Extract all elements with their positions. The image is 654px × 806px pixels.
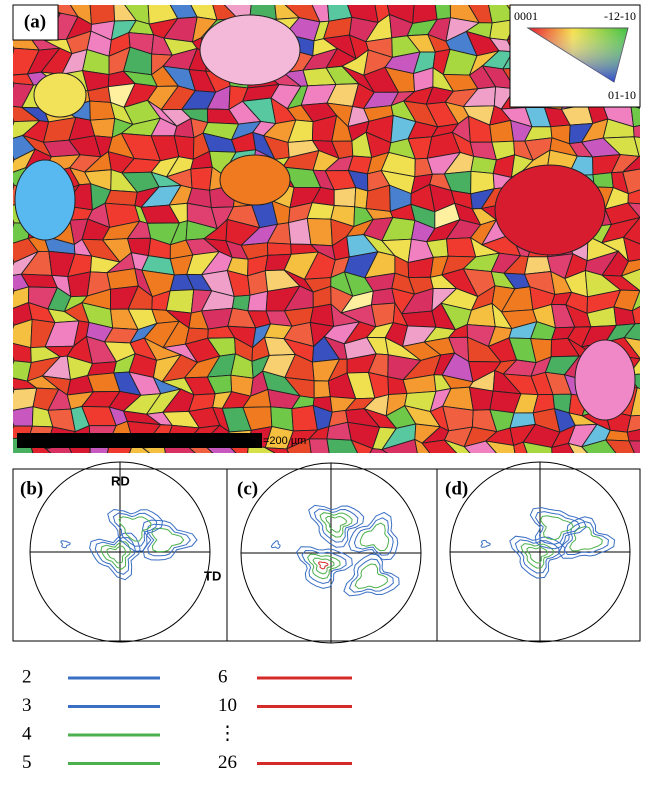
grain [575, 340, 635, 420]
panel-label: (b) [20, 478, 43, 499]
legend-label: 26 [218, 752, 237, 773]
grain [191, 167, 212, 190]
grain [469, 387, 493, 410]
grain [371, 288, 395, 305]
legend-label: 4 [22, 723, 32, 744]
grain [641, 306, 654, 322]
grain [641, 238, 654, 257]
panel-label: (d) [445, 478, 468, 499]
grain [495, 165, 605, 255]
grain [90, 118, 115, 137]
grain [8, 319, 32, 347]
grain [267, 243, 291, 256]
grain [8, 407, 33, 427]
grain [641, 288, 654, 309]
grain [402, 311, 436, 327]
contour-legend: 2 3 4 5 6 10 ⋮ 26 [22, 666, 352, 773]
grain [641, 254, 654, 271]
ipf-label: -12-10 [604, 9, 636, 23]
grain [143, 447, 168, 463]
grain [647, 341, 654, 357]
legend-label: 10 [218, 695, 237, 716]
grain [314, 381, 330, 398]
grain [355, 188, 368, 209]
grain [631, 105, 654, 126]
grain [632, 306, 654, 324]
grain [15, 160, 75, 240]
grain [627, 414, 654, 432]
grain [646, 425, 654, 443]
grain [90, 2, 115, 24]
grain [307, 218, 332, 245]
grain [646, 441, 654, 458]
grain [200, 15, 300, 85]
grain [644, 30, 654, 56]
grain [220, 155, 290, 205]
axis-label: TD [204, 568, 221, 583]
grain [641, 223, 654, 244]
grain [651, 118, 654, 138]
legend-label: 2 [22, 666, 32, 687]
grain [334, 188, 356, 207]
grain [641, 269, 654, 289]
grain [644, 73, 654, 90]
page: (a) 0001 -12-10 01-10 =200 µm (b) (c) (d… [0, 0, 654, 806]
grain [166, 290, 193, 313]
grain [648, 458, 654, 478]
ipf-label: 0001 [514, 9, 538, 23]
scale-label: =200 µm [263, 435, 306, 447]
legend-label: 5 [22, 752, 32, 773]
grain [641, 2, 654, 22]
legend-label: 3 [22, 695, 32, 716]
axis-label: RD [111, 473, 130, 488]
grain [647, 183, 654, 204]
grain [68, 272, 91, 297]
grain [606, 430, 629, 441]
legend-label: ⋮ [218, 723, 237, 744]
legend-label: 6 [218, 666, 228, 687]
grain [647, 204, 654, 228]
grain [649, 154, 654, 175]
grain [307, 203, 334, 220]
grain [645, 88, 654, 110]
grain [649, 167, 654, 189]
panel-label: (a) [24, 11, 46, 32]
figure: (a) 0001 -12-10 01-10 =200 µm (b) (c) (d… [0, 0, 654, 806]
grain [644, 56, 654, 75]
grain [645, 103, 654, 122]
ipf-label: 01-10 [608, 88, 636, 102]
panel-label: (c) [237, 478, 258, 499]
grain [623, 167, 654, 193]
grain [647, 321, 654, 343]
grain [435, 2, 451, 19]
grain [644, 16, 654, 37]
grain [471, 156, 496, 173]
grain [629, 441, 653, 458]
scale-bar [17, 433, 262, 448]
grain [34, 73, 86, 117]
grain [651, 134, 654, 155]
grain [309, 439, 330, 465]
